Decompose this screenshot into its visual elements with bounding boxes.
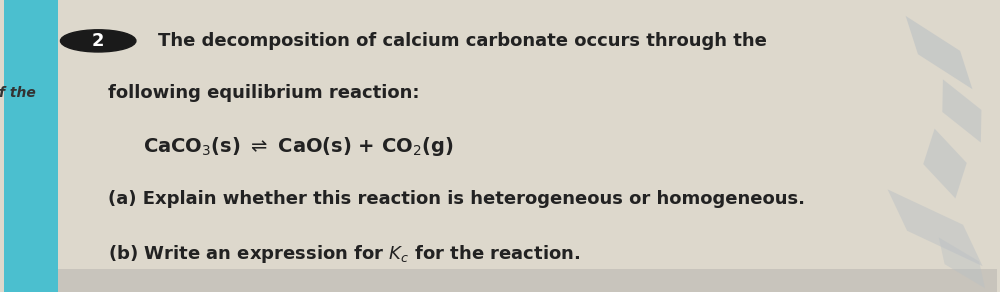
FancyBboxPatch shape <box>4 0 58 292</box>
Circle shape <box>60 30 136 52</box>
Polygon shape <box>939 237 985 288</box>
Text: The decomposition of calcium carbonate occurs through the: The decomposition of calcium carbonate o… <box>158 32 767 50</box>
Text: (b) Write an expression for $K_c$ for the reaction.: (b) Write an expression for $K_c$ for th… <box>108 243 581 265</box>
Text: (a) Explain whether this reaction is heterogeneous or homogeneous.: (a) Explain whether this reaction is het… <box>108 190 805 208</box>
Polygon shape <box>906 16 972 89</box>
Polygon shape <box>942 79 981 142</box>
Polygon shape <box>923 128 967 199</box>
Text: CaCO$_3$(s) $\rightleftharpoons$ CaO(s) + CO$_2$(g): CaCO$_3$(s) $\rightleftharpoons$ CaO(s) … <box>143 135 453 157</box>
Polygon shape <box>888 189 983 266</box>
FancyBboxPatch shape <box>4 269 997 292</box>
Text: f the: f the <box>0 86 36 100</box>
Text: 2: 2 <box>92 32 104 50</box>
Text: following equilibrium reaction:: following equilibrium reaction: <box>108 84 420 102</box>
